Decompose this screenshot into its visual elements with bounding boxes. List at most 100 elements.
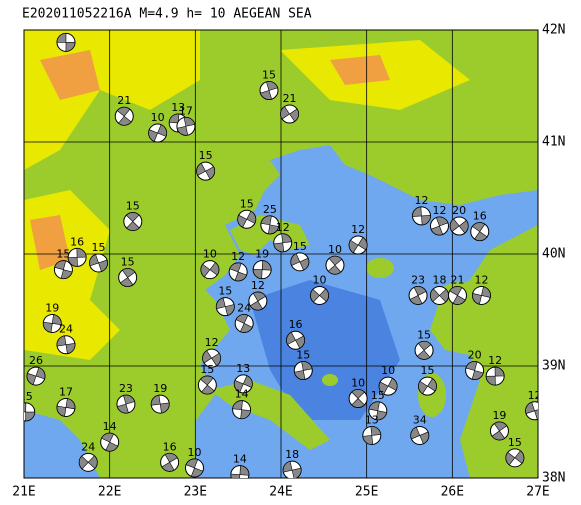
depth-label: 17	[179, 104, 193, 117]
beachball-quadrants	[234, 375, 253, 393]
focal-mechanism: 12	[485, 354, 505, 386]
depth-label: 12	[351, 223, 365, 236]
beachball-quadrants	[327, 255, 343, 275]
depth-label: 15	[417, 328, 431, 341]
lat-label: 42N	[542, 23, 565, 38]
focal-mechanism: 15	[123, 200, 143, 232]
focal-mechanism: 15	[53, 248, 73, 280]
beachball-quadrants	[67, 248, 87, 267]
focal-mechanism: 15	[237, 197, 257, 229]
beachball-quadrants	[235, 314, 253, 333]
focal-mechanism: 12	[471, 273, 491, 305]
focal-mechanism: 15	[290, 240, 310, 272]
focal-mechanism: 20	[465, 348, 485, 380]
beachball-quadrants	[216, 297, 235, 316]
beachball-quadrants	[525, 401, 538, 420]
beachball-quadrants	[229, 262, 248, 282]
beachball-quadrants	[485, 366, 505, 386]
depth-label: 18	[285, 448, 299, 461]
focal-mechanism: 14	[232, 388, 252, 420]
focal-mechanism: 15	[414, 328, 434, 360]
depth-label: 10	[351, 376, 365, 389]
beachball-quadrants	[418, 378, 437, 395]
beachball-quadrants	[472, 286, 491, 305]
map-title: E202011052216A M=4.9 h= 10 AEGEAN SEA	[22, 7, 312, 22]
focal-mechanism: 15	[215, 285, 235, 317]
depth-label: 15	[508, 436, 522, 449]
depth-label: 12	[205, 336, 219, 349]
depth-label: 18	[432, 273, 446, 286]
depth-label: 16	[289, 318, 303, 331]
focal-mechanism: 16	[160, 440, 180, 472]
depth-label: 10	[187, 446, 201, 459]
focal-mechanism: 19	[150, 382, 170, 414]
depth-label: 12	[432, 204, 446, 217]
beachball-quadrants	[196, 162, 215, 180]
beachball-quadrants	[200, 375, 215, 395]
focal-mechanism: 10	[200, 248, 220, 280]
depth-label: 24	[81, 440, 95, 453]
beachball-quadrants	[43, 314, 62, 333]
focal-mechanism: 21	[280, 92, 300, 124]
depth-label: 15	[200, 363, 214, 376]
depth-label: 25	[263, 203, 277, 216]
beachball-quadrants	[26, 367, 46, 386]
focal-mechanism: 15	[259, 68, 279, 100]
focal-mechanism: 13	[233, 362, 253, 394]
depth-label: 24	[237, 301, 251, 314]
beachball-quadrants	[125, 212, 140, 231]
focal-mechanism: 12	[273, 221, 293, 253]
depth-label: 21	[283, 92, 297, 105]
beachball-quadrants	[56, 398, 76, 417]
depth-label: 23	[119, 382, 133, 395]
focal-mechanism: 26	[26, 354, 46, 386]
beachball-quadrants	[368, 401, 387, 421]
beachball-quadrants	[237, 210, 257, 228]
focal-mechanism: 12	[429, 204, 449, 236]
depth-label: 17	[59, 385, 73, 398]
beachball-quadrants	[54, 260, 73, 279]
depth-label: 13	[171, 101, 185, 114]
lon-label: 27E	[526, 485, 549, 500]
focal-mechanism: 15	[118, 256, 138, 288]
beachball-quadrants	[348, 236, 368, 254]
beachball-quadrants	[185, 458, 204, 478]
depth-label: 15	[420, 364, 434, 377]
lon-label: 23E	[184, 485, 207, 500]
focal-mechanism: 25	[260, 203, 280, 235]
depth-label: 15	[121, 256, 135, 269]
focal-mechanism: 15	[196, 149, 216, 181]
depth-label: 12	[488, 354, 502, 367]
beachball-quadrants	[116, 394, 135, 414]
beachball-quadrants	[378, 377, 398, 395]
depth-label: 16	[70, 235, 84, 248]
beachball-quadrants	[282, 461, 302, 478]
lon-label: 26E	[441, 485, 464, 500]
depth-label: 12	[528, 389, 542, 402]
beachball-quadrants	[310, 288, 329, 303]
beachball-quadrants	[24, 402, 36, 422]
focal-mechanism: 19	[42, 301, 62, 333]
focal-mechanism: 12	[525, 389, 542, 421]
focal-mechanism: 15	[417, 364, 437, 396]
depth-label: 12	[276, 221, 290, 234]
focal-mechanism: 14	[100, 420, 120, 452]
beachball-quadrants	[351, 389, 365, 408]
focal-mechanism: 21	[447, 273, 467, 305]
depth-label: 15	[59, 20, 73, 33]
depth-label: 14	[235, 388, 249, 401]
depth-label: 14	[233, 453, 247, 466]
beachball-quadrants	[280, 106, 299, 122]
focal-mechanism: 17	[56, 385, 76, 417]
focal-mechanism: 23	[408, 273, 428, 305]
depth-label: 15	[218, 285, 232, 298]
focal-mechanism: 13	[362, 413, 382, 445]
depth-label: 15	[126, 200, 140, 213]
focal-mechanism: 10	[310, 273, 330, 305]
focal-mechanism: 12	[348, 223, 368, 255]
depth-label: 16	[473, 210, 487, 223]
beachball-quadrants	[148, 124, 167, 142]
depth-label: 15	[19, 390, 33, 403]
focal-mechanism: 10	[325, 243, 345, 275]
